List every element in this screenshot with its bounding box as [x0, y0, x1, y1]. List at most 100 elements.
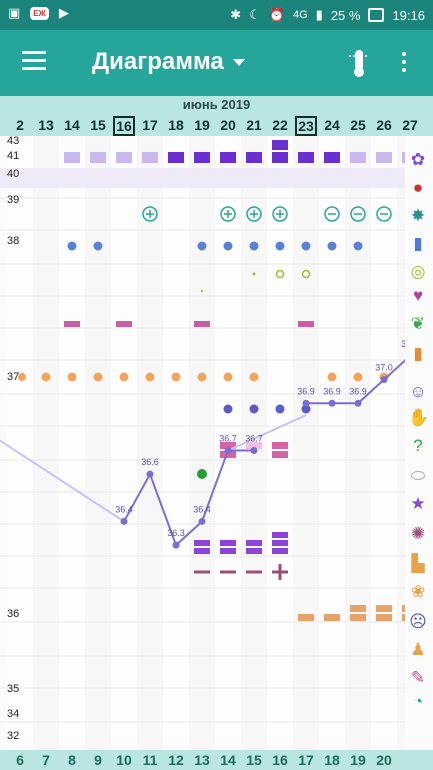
supplement-dot — [145, 372, 155, 382]
heart-icon[interactable]: ♥ — [412, 286, 424, 305]
date-24[interactable]: 24 — [324, 117, 340, 133]
flow-mark — [272, 140, 288, 150]
date-15[interactable]: 15 — [90, 117, 106, 133]
mood-dot — [249, 404, 259, 414]
temp-point-label: 36.7 — [219, 434, 237, 444]
ruler-icon[interactable]: ✎ — [410, 668, 426, 687]
column-band — [319, 136, 345, 750]
y-label-37: 37 — [7, 371, 20, 383]
temp-point — [120, 517, 128, 525]
date-13[interactable]: 13 — [38, 117, 54, 133]
date-26[interactable]: 26 — [376, 117, 392, 133]
flow-mark — [220, 152, 236, 163]
minus-mark — [350, 206, 366, 222]
temp-point — [328, 399, 336, 407]
minus-mark — [376, 206, 392, 222]
date-27[interactable]: 27 — [402, 117, 418, 133]
cycle-day-16: 16 — [272, 752, 288, 768]
document-icon[interactable]: ▮ — [413, 234, 423, 253]
test-dot — [301, 241, 311, 251]
date-21[interactable]: 21 — [246, 117, 262, 133]
foot-mark — [376, 605, 383, 612]
plus-mark — [246, 206, 262, 222]
temp-line-segment — [357, 378, 385, 405]
person-icon[interactable]: ♟ — [410, 640, 426, 659]
crying-face-icon[interactable]: ☹ — [409, 612, 427, 631]
pill-icon[interactable]: ⬭ — [410, 466, 426, 485]
date-20[interactable]: 20 — [220, 117, 236, 133]
more-options-button[interactable] — [402, 52, 406, 76]
flow-mark — [376, 152, 392, 163]
date-18[interactable]: 18 — [168, 117, 184, 133]
hand-icon[interactable]: ✋ — [408, 408, 430, 427]
chart-area[interactable]: 36.4 36.6 36.3 36.4 36.7 36.7 36.9 36.9 36.9 37.0… — [0, 135, 423, 750]
temp-point-label: 36.3 — [167, 528, 185, 538]
plus-mark — [142, 206, 158, 222]
rainbow-icon[interactable]: ◎ — [410, 262, 426, 281]
test-dot — [327, 241, 337, 251]
test-dot — [93, 241, 103, 251]
smiley-icon[interactable]: ☺ — [409, 382, 427, 401]
column-band — [7, 136, 33, 750]
menu-button[interactable] — [22, 51, 46, 71]
column-band — [111, 136, 137, 750]
temp-point — [172, 541, 180, 549]
supplement-dot — [197, 372, 207, 382]
date-25[interactable]: 25 — [350, 117, 366, 133]
gallery-icon: ▣ — [8, 5, 21, 20]
foot-mark — [350, 614, 366, 621]
date-17[interactable]: 17 — [142, 117, 158, 133]
footprint-icon[interactable]: ❀ — [410, 582, 426, 601]
flow-mark — [116, 152, 132, 163]
date-2[interactable]: 2 — [16, 117, 24, 133]
date-23[interactable]: 23 — [295, 116, 317, 136]
symptom-mark — [220, 442, 236, 449]
virus-icon[interactable]: ✺ — [410, 524, 426, 543]
foot-mark — [350, 605, 366, 612]
supplement-dot — [327, 372, 337, 382]
page-title[interactable]: Диаграмма — [92, 48, 224, 75]
cycle-icon[interactable]: ◔ — [412, 692, 424, 711]
cycle-day-7: 7 — [42, 752, 50, 768]
app-badge: ЕЖ — [30, 6, 49, 20]
cycle-day-6: 6 — [16, 752, 24, 768]
flow-mark — [142, 152, 158, 163]
leaf-icon[interactable]: ❦ — [410, 314, 426, 333]
cycle-day-9: 9 — [94, 752, 102, 768]
cm-dot — [275, 269, 285, 279]
star-mark — [220, 548, 236, 554]
splatter-icon[interactable]: ✸ — [410, 206, 426, 225]
foot-icon[interactable]: ▙ — [411, 554, 425, 573]
temperature-chart[interactable]: 36.4 36.6 36.3 36.4 36.7 36.7 36.9 36.9 36.9 37.0… — [0, 136, 423, 750]
dropdown-arrow-icon[interactable] — [233, 59, 245, 66]
star-icon[interactable]: ★ — [410, 494, 426, 513]
foot-mark — [350, 614, 357, 621]
star-mark — [272, 548, 288, 554]
status-bar: ▣ ЕЖ ▶ ✱ ☾ ⏰ 4G ▮ 25 % 19:16 — [0, 0, 433, 30]
flower-icon[interactable]: ✿ — [410, 150, 426, 169]
cycle-day-11: 11 — [142, 752, 158, 768]
month-header: июнь 2019 — [0, 96, 433, 114]
date-22[interactable]: 22 — [272, 117, 288, 133]
app-bar: Диаграмма — [0, 30, 433, 96]
bottle-icon[interactable]: ▮ — [413, 344, 423, 363]
date-16[interactable]: 16 — [113, 116, 135, 136]
temp-point-label: 36.6 — [141, 457, 159, 467]
y-label-36: 36 — [7, 608, 20, 620]
question-icon[interactable]: ? — [413, 436, 423, 455]
flow-mark — [324, 152, 340, 163]
column-band — [345, 136, 371, 750]
temp-line-faded — [227, 414, 307, 452]
thermometer-icon[interactable] — [345, 46, 373, 78]
foot-mark — [324, 614, 340, 621]
column-band — [137, 136, 163, 750]
drop-icon[interactable]: ● — [412, 178, 424, 197]
temp-point-label: 36.9 — [297, 386, 315, 396]
date-row: 2 13 14 15 16 17 18 19 20 21 22 23 24 25 26 27 — [0, 114, 433, 136]
date-14[interactable]: 14 — [64, 117, 80, 133]
cycle-day-8: 8 — [68, 752, 76, 768]
symptom-mark — [246, 442, 262, 449]
temp-point-label: 36.7 — [245, 434, 263, 444]
date-19[interactable]: 19 — [194, 117, 210, 133]
cycle-day-12: 12 — [168, 752, 184, 768]
